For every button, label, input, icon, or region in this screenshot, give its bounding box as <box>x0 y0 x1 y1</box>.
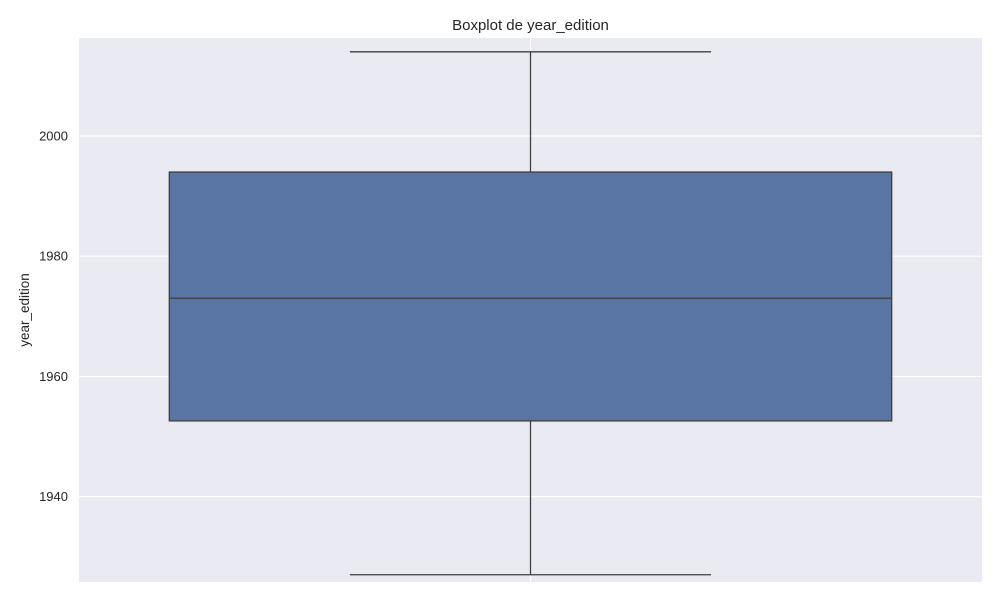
chart-title: Boxplot de year_edition <box>452 17 609 34</box>
y-axis-ticks: 1940 1960 1980 2000 <box>39 128 68 504</box>
y-tick-label: 1940 <box>39 489 68 504</box>
box-plot <box>168 51 893 576</box>
y-tick-label: 1960 <box>39 369 68 384</box>
iqr-box <box>168 171 893 422</box>
y-axis-label: year_edition <box>17 273 32 347</box>
y-tick-label: 1980 <box>39 249 68 264</box>
y-tick-label: 2000 <box>39 128 68 143</box>
